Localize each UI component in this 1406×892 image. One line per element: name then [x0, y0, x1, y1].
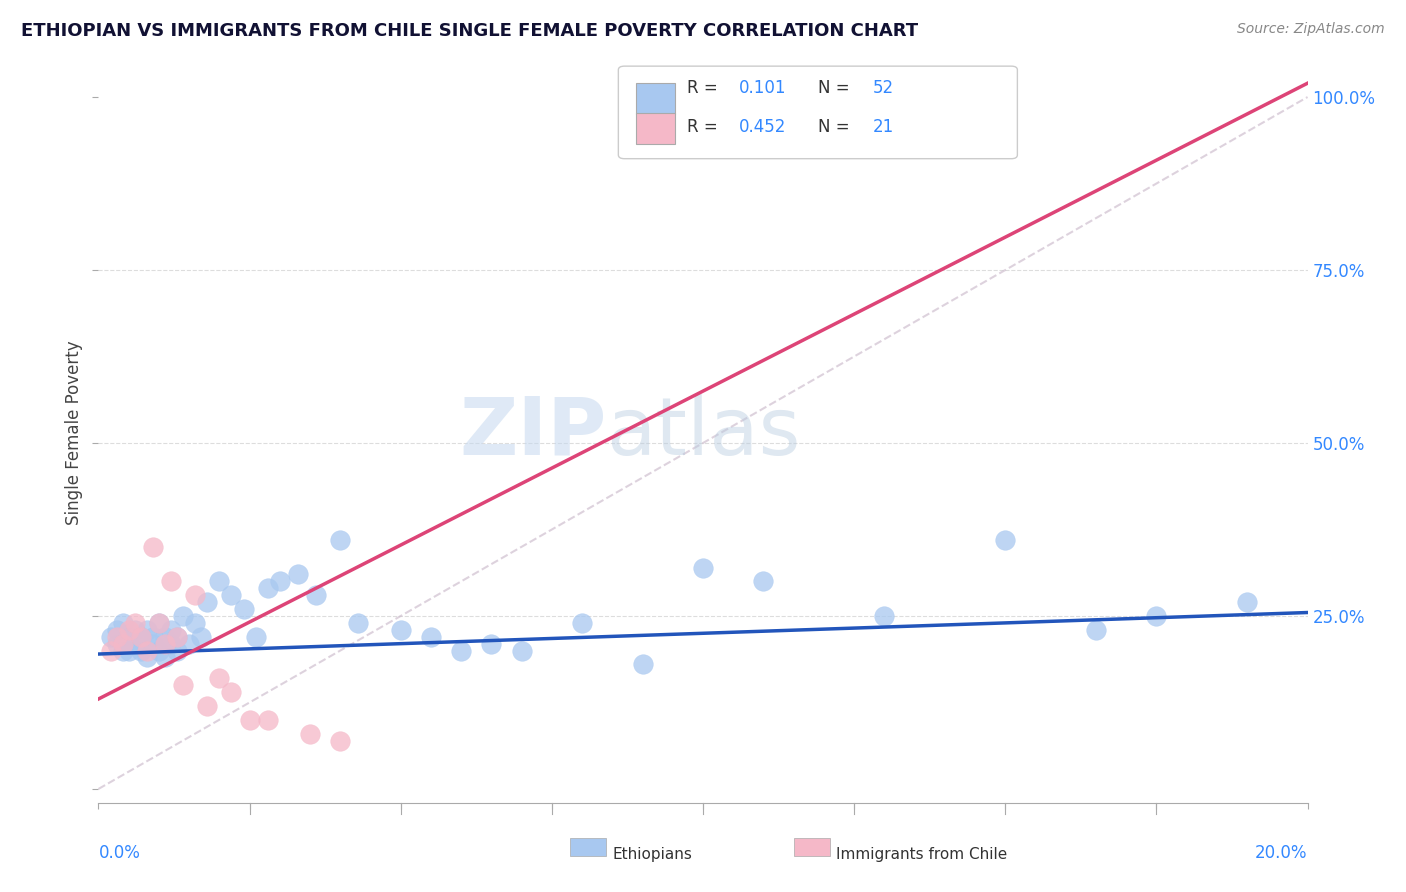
- Point: [105, 637, 128, 651]
- Point: [148, 643, 170, 657]
- FancyBboxPatch shape: [637, 83, 675, 114]
- Point: [245, 630, 267, 644]
- Point: [256, 713, 278, 727]
- Point: [184, 588, 207, 602]
- Text: R =: R =: [688, 118, 723, 136]
- Point: [329, 733, 352, 747]
- Point: [135, 650, 157, 665]
- Point: [299, 726, 322, 740]
- Point: [135, 643, 157, 657]
- Point: [142, 630, 165, 644]
- Point: [124, 637, 146, 651]
- Point: [232, 602, 254, 616]
- Point: [166, 630, 188, 644]
- Point: [124, 615, 146, 630]
- Point: [105, 623, 128, 637]
- Point: [195, 698, 218, 713]
- Point: [692, 560, 714, 574]
- Point: [195, 595, 218, 609]
- Point: [166, 643, 188, 657]
- Y-axis label: Single Female Poverty: Single Female Poverty: [65, 341, 83, 524]
- Text: 0.452: 0.452: [740, 118, 786, 136]
- Point: [347, 615, 370, 630]
- Text: Immigrants from Chile: Immigrants from Chile: [837, 847, 1007, 863]
- Point: [571, 615, 593, 630]
- Point: [135, 623, 157, 637]
- Point: [269, 574, 291, 589]
- Point: [208, 671, 231, 685]
- Text: 21: 21: [872, 118, 894, 136]
- Point: [239, 713, 262, 727]
- Text: 0.0%: 0.0%: [98, 844, 141, 862]
- Point: [184, 615, 207, 630]
- Point: [221, 685, 243, 699]
- Point: [160, 574, 183, 589]
- Point: [111, 637, 134, 651]
- FancyBboxPatch shape: [793, 838, 830, 856]
- Text: atlas: atlas: [606, 393, 800, 472]
- Point: [256, 582, 278, 596]
- Text: Ethiopians: Ethiopians: [613, 847, 692, 863]
- Point: [329, 533, 352, 547]
- Text: N =: N =: [818, 79, 855, 97]
- Point: [1085, 623, 1108, 637]
- Point: [1144, 609, 1167, 624]
- Text: 52: 52: [872, 79, 893, 97]
- Point: [118, 643, 141, 657]
- Point: [129, 643, 152, 657]
- Point: [420, 630, 443, 644]
- Point: [631, 657, 654, 672]
- Point: [287, 567, 309, 582]
- Point: [129, 630, 152, 644]
- Point: [481, 637, 503, 651]
- Point: [172, 678, 194, 692]
- Text: R =: R =: [688, 79, 723, 97]
- Point: [160, 637, 183, 651]
- Point: [305, 588, 328, 602]
- Point: [450, 643, 472, 657]
- Point: [148, 615, 170, 630]
- Point: [142, 637, 165, 651]
- Point: [166, 630, 188, 644]
- Point: [172, 609, 194, 624]
- Text: N =: N =: [818, 118, 855, 136]
- Point: [111, 643, 134, 657]
- Point: [208, 574, 231, 589]
- Point: [153, 637, 176, 651]
- Point: [873, 609, 896, 624]
- Point: [100, 643, 122, 657]
- Point: [994, 533, 1017, 547]
- Point: [118, 623, 141, 637]
- Text: 20.0%: 20.0%: [1256, 844, 1308, 862]
- Point: [105, 630, 128, 644]
- Point: [752, 574, 775, 589]
- Text: 0.101: 0.101: [740, 79, 787, 97]
- Point: [160, 623, 183, 637]
- Point: [153, 630, 176, 644]
- FancyBboxPatch shape: [637, 112, 675, 144]
- Point: [1236, 595, 1258, 609]
- FancyBboxPatch shape: [619, 66, 1018, 159]
- Text: Source: ZipAtlas.com: Source: ZipAtlas.com: [1237, 22, 1385, 37]
- Point: [221, 588, 243, 602]
- Point: [153, 650, 176, 665]
- Point: [118, 630, 141, 644]
- Point: [510, 643, 533, 657]
- FancyBboxPatch shape: [569, 838, 606, 856]
- Point: [111, 615, 134, 630]
- Point: [100, 630, 122, 644]
- Point: [148, 615, 170, 630]
- Point: [124, 623, 146, 637]
- Point: [190, 630, 212, 644]
- Point: [142, 540, 165, 554]
- Text: ZIP: ZIP: [458, 393, 606, 472]
- Point: [129, 630, 152, 644]
- Point: [389, 623, 412, 637]
- Point: [179, 637, 201, 651]
- Text: ETHIOPIAN VS IMMIGRANTS FROM CHILE SINGLE FEMALE POVERTY CORRELATION CHART: ETHIOPIAN VS IMMIGRANTS FROM CHILE SINGL…: [21, 22, 918, 40]
